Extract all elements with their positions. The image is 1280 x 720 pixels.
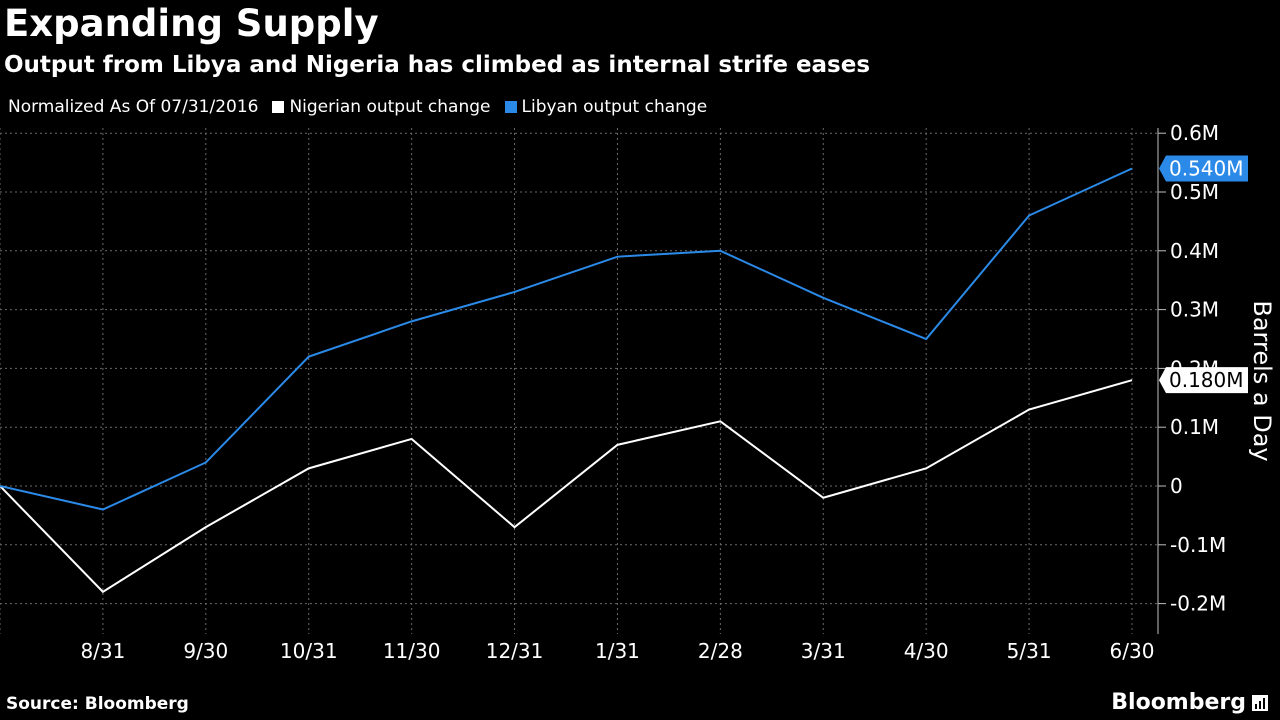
legend-swatch-libya — [504, 101, 517, 113]
y-tick-label: 0 — [1170, 474, 1183, 498]
x-tick-label: 4/30 — [904, 639, 949, 663]
series-line-nigeria — [0, 379, 1133, 594]
x-tick-label: 6/30 — [1110, 639, 1155, 663]
chart-title: Expanding Supply — [4, 2, 379, 45]
y-tick-label: 0.3M — [1170, 298, 1219, 322]
series-line-libya — [0, 167, 1133, 511]
legend-item-nigeria: Nigerian output change — [272, 96, 491, 118]
legend-item-libya: Libyan output change — [504, 96, 708, 118]
y-tick-label: 0.5M — [1170, 180, 1219, 204]
legend-swatch-nigeria — [272, 101, 285, 113]
last-value-badge-nigeria — [1159, 367, 1248, 394]
x-tick-label: 1/31 — [595, 639, 640, 663]
last-value-label-nigeria: 0.180M — [1169, 368, 1244, 392]
y-tick-label: 0.6M — [1170, 121, 1219, 145]
legend-note: Normalized As Of 07/31/2016 — [8, 97, 259, 117]
bloomberg-mark-icon — [1252, 694, 1268, 711]
legend-label-libya: Libyan output change — [521, 97, 708, 117]
y-axis-title: Barrels a Day — [1248, 300, 1276, 461]
y-tick-label: 0.1M — [1170, 415, 1219, 439]
y-tick-label: 0.4M — [1170, 239, 1219, 263]
last-value-label-libya: 0.540M — [1169, 156, 1244, 180]
x-tick-label: 8/31 — [80, 639, 125, 663]
x-tick-label: 12/31 — [486, 639, 544, 663]
x-tick-label: 5/31 — [1007, 639, 1052, 663]
x-tick-label: 3/31 — [801, 639, 846, 663]
x-tick-label: 11/30 — [383, 639, 441, 663]
x-tick-label: 9/30 — [183, 639, 228, 663]
legend: Normalized As Of 07/31/2016 Nigerian out… — [8, 96, 707, 118]
x-tick-label: 2/28 — [698, 639, 743, 663]
y-tick-label: -0.2M — [1170, 592, 1226, 616]
chart-subtitle: Output from Libya and Nigeria has climbe… — [4, 52, 871, 78]
legend-label-nigeria: Nigerian output change — [289, 97, 491, 117]
y-tick-label: -0.1M — [1170, 533, 1226, 557]
x-tick-label: 10/31 — [280, 639, 338, 663]
source-note: Source: Bloomberg — [6, 694, 189, 714]
brand-logo: Bloomberg — [1111, 690, 1268, 715]
brand-name: Bloomberg — [1111, 690, 1246, 715]
last-value-badge-libya — [1159, 155, 1248, 182]
